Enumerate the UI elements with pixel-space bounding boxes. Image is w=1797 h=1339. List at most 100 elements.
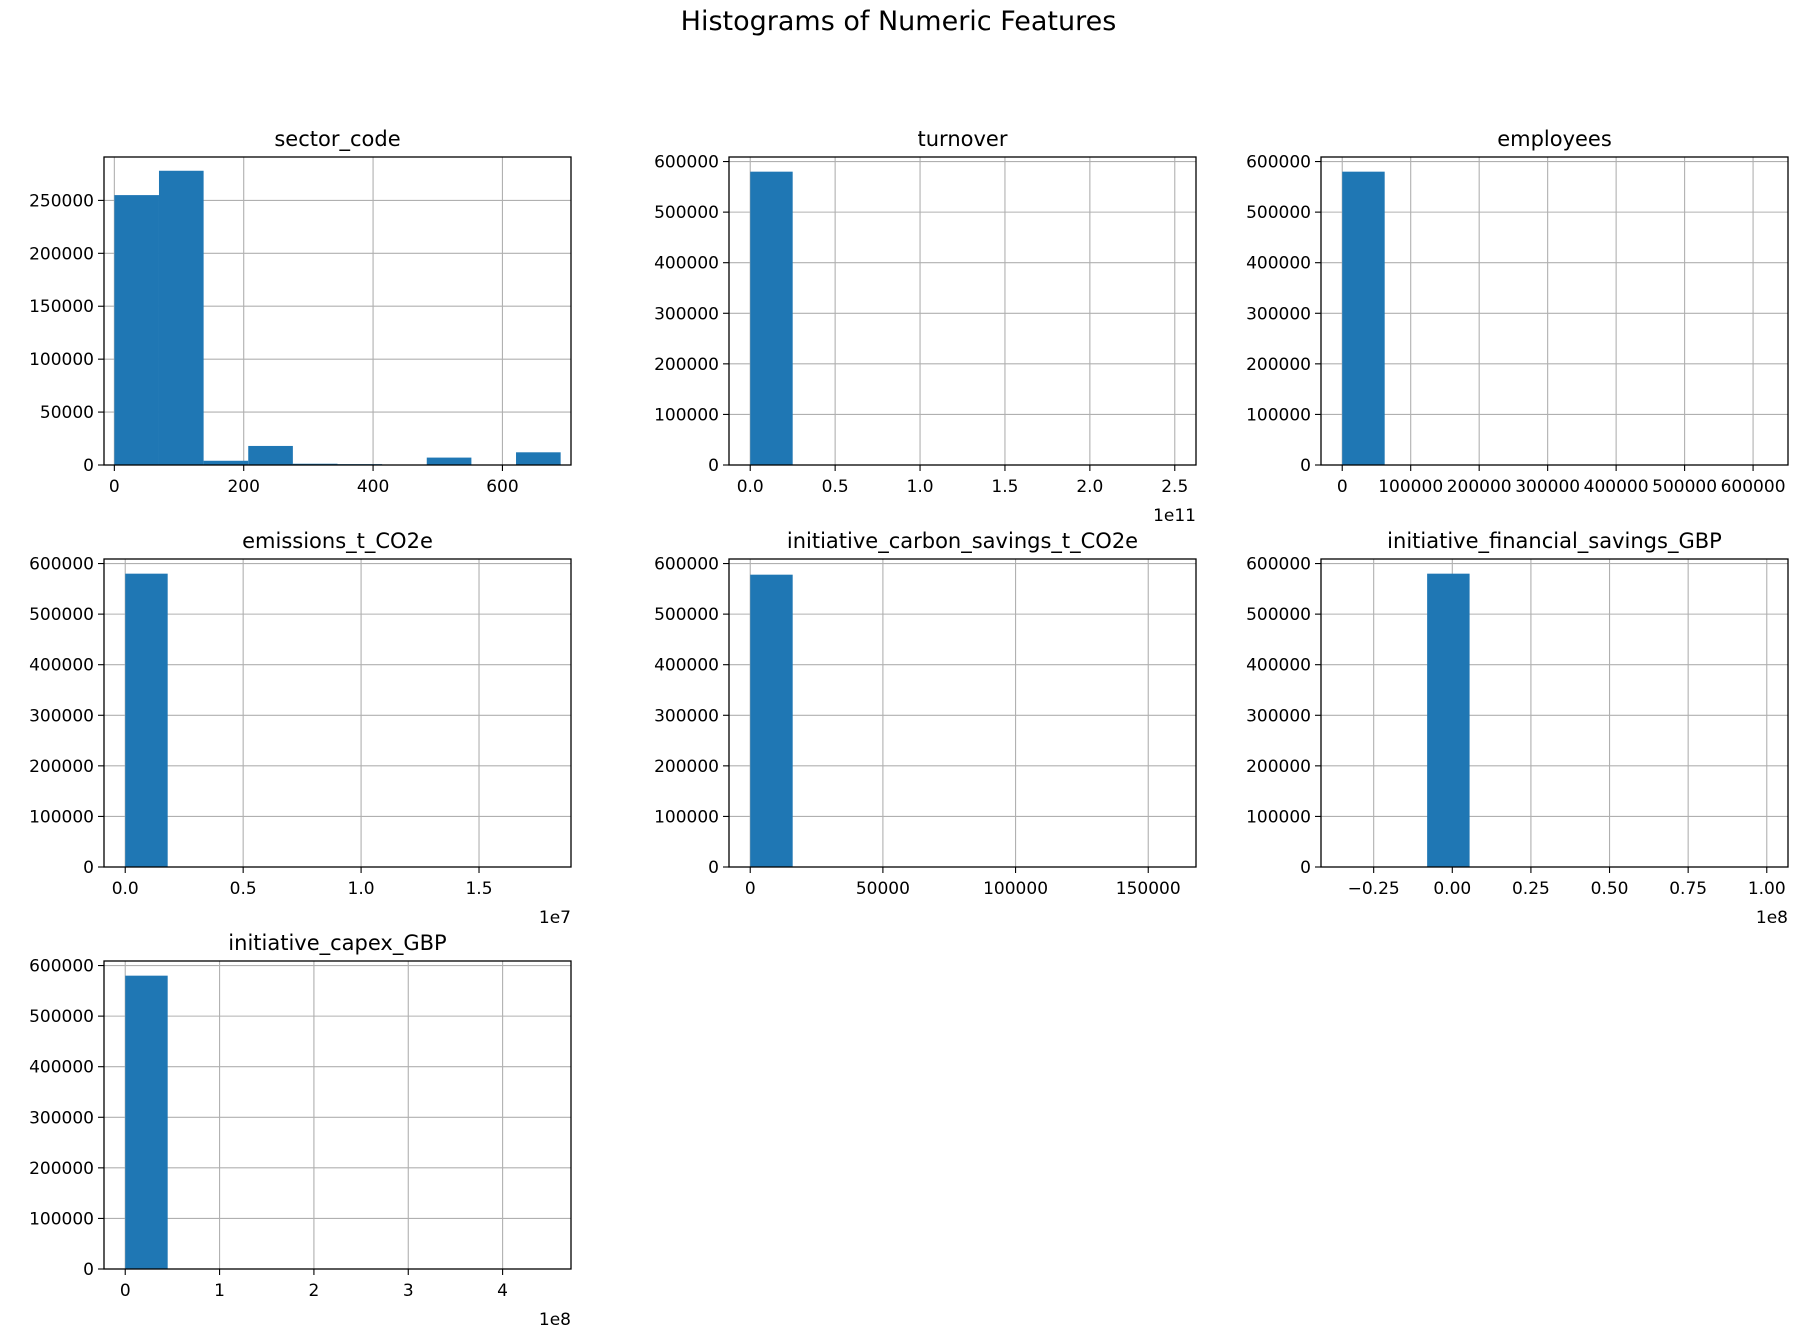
- y-tick-label: 600000: [29, 555, 94, 575]
- y-tick-label: 100000: [654, 807, 719, 827]
- subplot-sector_code: 0 200 400 600 0 50000 100000 150000 200000 250000…: [29, 127, 572, 497]
- y-tick-label: 500000: [654, 203, 719, 223]
- axes-frame: [728, 156, 1197, 466]
- axes-frame: [103, 558, 572, 868]
- y-tick-label: 300000: [29, 706, 94, 726]
- histogram-bar: [426, 457, 472, 465]
- x-tick-label: 1.5: [991, 477, 1018, 497]
- histogram-bar: [516, 452, 561, 465]
- axis-offset-text: 1e8: [539, 1310, 571, 1330]
- x-tick-label: 0.0: [112, 879, 139, 899]
- x-tick-label: 0: [120, 1281, 131, 1301]
- x-tick-label: 2: [309, 1281, 320, 1301]
- y-tick-label: 500000: [1246, 203, 1311, 223]
- x-tick-label: 0: [745, 879, 756, 899]
- x-tick-label: 100000: [1378, 477, 1443, 497]
- y-tick-label: 0: [83, 456, 94, 476]
- y-tick-label: 600000: [654, 555, 719, 575]
- histogram-bar: [750, 574, 793, 867]
- x-tick-label: 600000: [1721, 477, 1786, 497]
- y-tick-label: 200000: [29, 1159, 94, 1179]
- subplot-emissions_t_CO2e: 0.0 0.5 1.0 1.5 0 100000 200000 300000 400000 500…: [29, 529, 572, 928]
- x-tick-label: 0.5: [230, 879, 257, 899]
- y-tick-label: 0: [1300, 858, 1311, 878]
- x-tick-label: 300000: [1515, 477, 1580, 497]
- y-tick-label: 500000: [654, 605, 719, 625]
- subplot-title: emissions_t_CO2e: [242, 529, 433, 554]
- y-tick-label: 500000: [29, 605, 94, 625]
- x-tick-label: 0: [1337, 477, 1348, 497]
- x-tick-label: 1.0: [348, 879, 375, 899]
- subplot-title: initiative_capex_GBP: [228, 931, 446, 956]
- x-tick-label: 0: [109, 477, 120, 497]
- y-tick-label: 50000: [40, 403, 94, 423]
- subplot-title: turnover: [918, 127, 1008, 151]
- y-tick-label: 300000: [654, 304, 719, 324]
- histogram-bar: [1342, 171, 1385, 465]
- histogram-bar: [125, 975, 168, 1269]
- histogram-bar: [114, 195, 159, 465]
- y-tick-label: 0: [83, 858, 94, 878]
- y-tick-label: 100000: [1246, 807, 1311, 827]
- x-tick-label: 1.00: [1748, 879, 1786, 899]
- y-tick-label: 600000: [29, 957, 94, 977]
- figure-title: Histograms of Numeric Features: [680, 6, 1117, 37]
- x-tick-label: 50000: [856, 879, 910, 899]
- subplot-turnover: 0.0 0.5 1.0 1.5 2.0 2.5 0 100000 200000 300000 400…: [654, 127, 1197, 526]
- subplot-employees: 0 100000 200000 300000 400000 500000 600000010…: [1246, 127, 1789, 497]
- y-tick-label: 200000: [654, 355, 719, 375]
- y-tick-label: 300000: [29, 1108, 94, 1128]
- x-tick-label: 600: [486, 477, 518, 497]
- subplot-title: initiative_carbon_savings_t_CO2e: [787, 529, 1138, 554]
- subplot-initiative_financial_savings_GBP: −0.25 0.00 0.25 0.50 0.75 1.00 0 100000 200000 30…: [1246, 529, 1789, 928]
- y-tick-label: 200000: [654, 757, 719, 777]
- x-tick-label: 2.5: [1161, 477, 1188, 497]
- y-tick-label: 600000: [654, 153, 719, 173]
- axes-frame: [728, 558, 1197, 868]
- y-tick-label: 100000: [29, 807, 94, 827]
- y-tick-label: 0: [83, 1260, 94, 1280]
- subplot-title: initiative_financial_savings_GBP: [1387, 529, 1722, 554]
- axes-frame: [103, 960, 572, 1270]
- histogram-bar: [1427, 573, 1470, 867]
- y-tick-label: 200000: [29, 244, 94, 264]
- histogram-bar: [750, 171, 793, 465]
- x-tick-label: 2.0: [1076, 477, 1103, 497]
- subplot-initiative_capex_GBP: 0 1 2 3 4 0 100000 200000 300000 400000 500000 6000…: [29, 931, 572, 1330]
- x-tick-label: 1: [214, 1281, 225, 1301]
- y-tick-label: 100000: [654, 405, 719, 425]
- subplot-title: sector_code: [274, 127, 400, 152]
- x-tick-label: 0.5: [822, 477, 849, 497]
- y-tick-label: 250000: [29, 191, 94, 211]
- subplot-title: employees: [1497, 127, 1612, 151]
- x-tick-label: 400000: [1584, 477, 1649, 497]
- x-tick-label: 500000: [1652, 477, 1717, 497]
- y-tick-label: 200000: [1246, 757, 1311, 777]
- axes-frame: [1320, 558, 1789, 868]
- y-tick-label: 400000: [654, 656, 719, 676]
- x-tick-label: 200: [227, 477, 259, 497]
- histogram-bar: [203, 460, 249, 465]
- y-tick-label: 300000: [654, 706, 719, 726]
- x-tick-label: −0.25: [1348, 879, 1400, 899]
- y-tick-label: 150000: [29, 297, 94, 317]
- x-tick-label: 0.00: [1433, 879, 1471, 899]
- y-tick-label: 600000: [1246, 555, 1311, 575]
- y-tick-label: 100000: [1246, 405, 1311, 425]
- axis-offset-text: 1e11: [1153, 506, 1196, 526]
- x-tick-label: 4: [497, 1281, 508, 1301]
- y-tick-label: 0: [708, 456, 719, 476]
- x-tick-label: 0.75: [1669, 879, 1707, 899]
- y-tick-label: 400000: [29, 656, 94, 676]
- x-tick-label: 1.5: [465, 879, 492, 899]
- x-tick-label: 1.0: [907, 477, 934, 497]
- y-tick-label: 0: [1300, 456, 1311, 476]
- x-tick-label: 0.25: [1512, 879, 1550, 899]
- histogram-bar: [158, 170, 204, 465]
- y-tick-label: 400000: [1246, 254, 1311, 274]
- x-tick-label: 3: [403, 1281, 414, 1301]
- y-tick-label: 400000: [654, 254, 719, 274]
- y-tick-label: 500000: [1246, 605, 1311, 625]
